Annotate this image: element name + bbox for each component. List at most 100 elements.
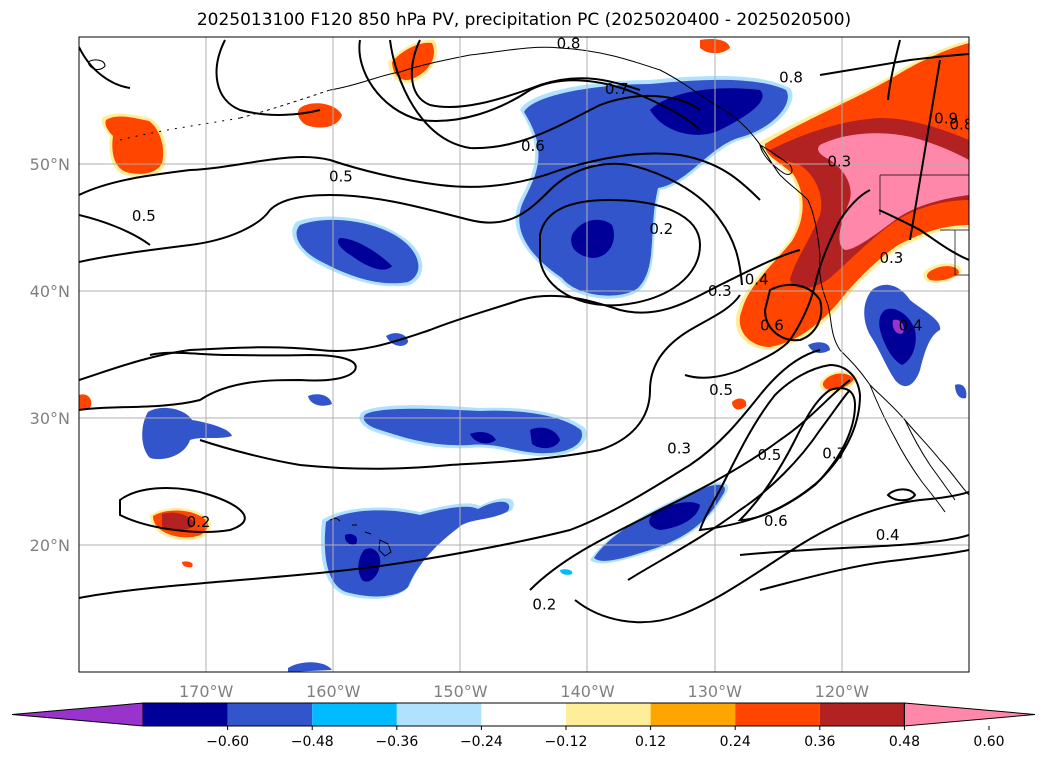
colorbar-tick-label: 0.12 bbox=[635, 734, 666, 750]
colorbar-tick-label: −0.12 bbox=[545, 734, 588, 750]
figure-title: 2025013100 F120 850 hPa PV, precipitatio… bbox=[197, 10, 851, 30]
lat-tick-label: 30°N bbox=[30, 409, 70, 428]
contour-label: 0.5 bbox=[757, 446, 781, 464]
pv-contour bbox=[698, 363, 862, 532]
positive-precip-area bbox=[818, 133, 969, 250]
pv-contours bbox=[79, 39, 969, 624]
contour-label: 0.2 bbox=[187, 513, 211, 531]
negative-precip-area bbox=[808, 342, 830, 353]
lon-tick-label: 160°W bbox=[306, 682, 361, 701]
lon-tick-label: 170°W bbox=[179, 682, 234, 701]
negative-precip-area bbox=[288, 662, 332, 672]
colorbar-segment bbox=[143, 703, 228, 726]
colorbar-tick-label: 0.36 bbox=[804, 734, 835, 750]
lat-tick-label: 50°N bbox=[30, 155, 70, 174]
map-panel: 0.80.80.70.60.50.50.20.90.80.30.30.40.30… bbox=[78, 34, 970, 673]
contour-label: 0.9 bbox=[934, 109, 958, 127]
lon-tick-label: 140°W bbox=[560, 682, 615, 701]
positive-precip-area bbox=[182, 561, 193, 568]
pv-contour bbox=[627, 389, 851, 581]
vancouver-island bbox=[759, 144, 793, 175]
pv-contour bbox=[79, 46, 131, 89]
colorbar-segment bbox=[650, 703, 736, 726]
colorbar-tick-label: −0.48 bbox=[291, 734, 334, 750]
positive-precip-area bbox=[732, 398, 747, 410]
pv-contour bbox=[909, 59, 941, 241]
pv-contour bbox=[79, 249, 801, 381]
pv-contour bbox=[886, 488, 917, 502]
pv-contour bbox=[763, 283, 823, 342]
colorbar-tick-label: −0.60 bbox=[206, 734, 249, 750]
colorbar-segment bbox=[566, 703, 651, 726]
positive-precip-area bbox=[822, 373, 854, 390]
colorbar-segment bbox=[735, 703, 820, 726]
pv-contour bbox=[79, 349, 821, 599]
negative-precip-area bbox=[892, 319, 904, 334]
colorbar-segment bbox=[227, 703, 313, 726]
colorbar-frame bbox=[142, 702, 905, 727]
contour-label: 0.3 bbox=[708, 282, 732, 300]
lon-tick-label: 150°W bbox=[433, 682, 488, 701]
pv-contour bbox=[79, 162, 743, 286]
pv-contour bbox=[79, 214, 151, 246]
colorbar: −0.60 −0.48 −0.36 −0.24 −0.12 0.12 0.24 0.36 0.4… bbox=[11, 702, 1036, 750]
us-states-borders bbox=[879, 174, 969, 276]
contour-label: 0.5 bbox=[709, 381, 733, 399]
colorbar-extend-low bbox=[11, 702, 144, 727]
negative-precip-area bbox=[142, 407, 232, 460]
contour-label: 0.2 bbox=[649, 220, 673, 238]
colorbar-tick-label: 0.60 bbox=[973, 734, 1004, 750]
colorbar-tick-label: 0.24 bbox=[720, 734, 751, 750]
axis-labels: 170°W 160°W 150°W 140°W 130°W 120°W 50°N 40°N 30… bbox=[30, 155, 870, 701]
contour-label: 0.3 bbox=[667, 439, 691, 457]
coastlines bbox=[87, 46, 969, 557]
negative-precip-area bbox=[358, 548, 381, 582]
negative-precip-area bbox=[955, 384, 967, 399]
pv-contour bbox=[79, 351, 357, 411]
positive-precip-area bbox=[162, 512, 195, 531]
pv-contour bbox=[574, 491, 969, 624]
colorbar-segment bbox=[312, 703, 397, 726]
contour-label: 0.5 bbox=[329, 168, 353, 186]
contour-label: 0.6 bbox=[760, 316, 784, 334]
pv-contour bbox=[684, 189, 871, 379]
colorbar-tick-label: −0.24 bbox=[460, 734, 503, 750]
negative-precip-area bbox=[470, 432, 496, 444]
contour-label: 0.4 bbox=[876, 526, 900, 544]
map-frame bbox=[78, 36, 970, 673]
pv-contour bbox=[410, 39, 641, 109]
baja-california bbox=[869, 384, 946, 513]
alaska-coastline bbox=[329, 46, 809, 201]
negative-precip-area bbox=[571, 219, 614, 258]
colorbar-segment bbox=[481, 703, 566, 726]
negative-precip-area bbox=[363, 408, 583, 454]
contour-label: 0.2 bbox=[532, 596, 556, 614]
pv-contour bbox=[887, 39, 901, 101]
negative-precip-area bbox=[308, 394, 332, 406]
colorbar-segment bbox=[819, 703, 905, 726]
negative-precip-area bbox=[337, 238, 392, 270]
pv-contour bbox=[358, 39, 701, 131]
pv-contour bbox=[215, 39, 321, 116]
negative-precip-area bbox=[344, 534, 358, 545]
negative-precip-area bbox=[879, 308, 916, 365]
pv-contour bbox=[119, 487, 246, 533]
contour-label: 0.6 bbox=[764, 512, 788, 530]
colorbar-extend-high bbox=[903, 702, 1036, 727]
precipitation-shading bbox=[79, 38, 969, 672]
contour-label: 0.8 bbox=[557, 34, 581, 52]
pv-contour bbox=[79, 152, 761, 201]
lon-tick-label: 130°W bbox=[688, 682, 743, 701]
colorbar-segment bbox=[396, 703, 482, 726]
contour-label: 0.7 bbox=[605, 80, 629, 98]
contour-label: 0.5 bbox=[132, 207, 156, 225]
pv-contour bbox=[529, 379, 851, 591]
contour-labels: 0.80.80.70.60.50.50.20.90.80.30.30.40.30… bbox=[132, 34, 969, 614]
positive-precip-area bbox=[79, 394, 92, 411]
pv-contour bbox=[739, 534, 969, 556]
pv-contour bbox=[759, 549, 969, 591]
contour-label: 0.4 bbox=[899, 316, 923, 334]
north-america-west-coast bbox=[807, 199, 969, 496]
positive-precip-area bbox=[926, 266, 959, 281]
